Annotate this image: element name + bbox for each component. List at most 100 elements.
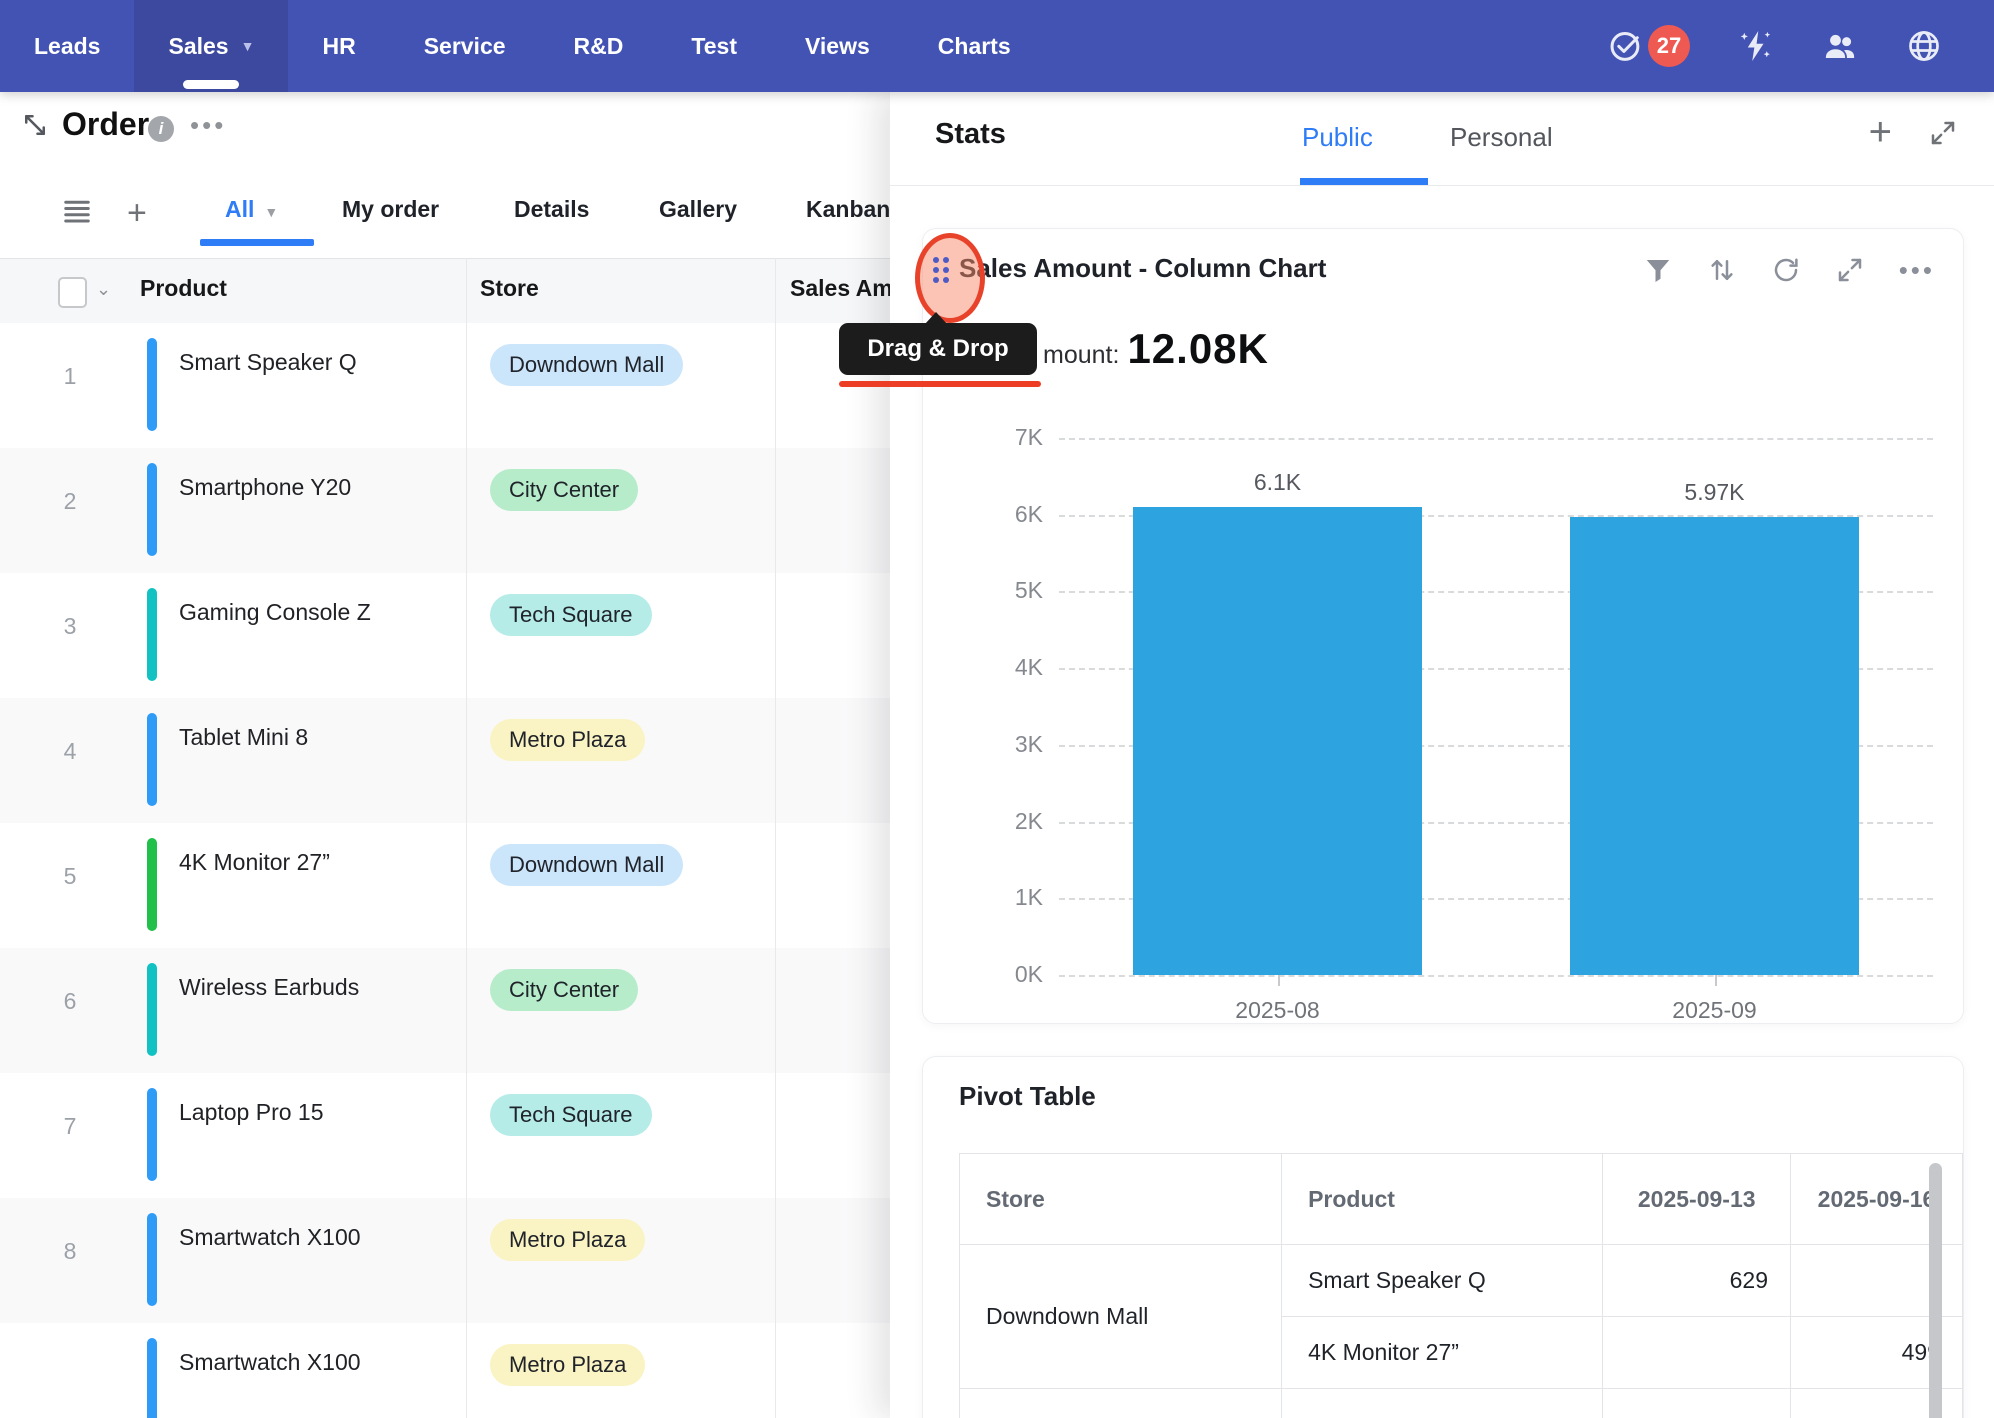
more-icon[interactable]: ••• <box>190 110 227 140</box>
product-cell[interactable]: 4K Monitor 27” <box>179 849 330 875</box>
pivot-header-store[interactable]: Store <box>958 1153 1283 1245</box>
refresh-icon[interactable] <box>1771 255 1801 285</box>
tab-public[interactable]: Public <box>1302 122 1373 153</box>
store-tag[interactable]: Tech Square <box>490 1094 652 1136</box>
top-nav: Leads Sales ▼ HR Service R&D Test Views … <box>0 0 1994 92</box>
column-header-store[interactable]: Store <box>480 275 539 301</box>
product-cell[interactable]: Laptop Pro 15 <box>179 1099 324 1125</box>
nav-tab-rd[interactable]: R&D <box>540 0 658 92</box>
row-number: 5 <box>63 863 77 889</box>
expand-icon[interactable] <box>1835 255 1865 285</box>
record-color-bar <box>147 963 157 1056</box>
pivot-header-product[interactable]: Product <box>1281 1153 1604 1245</box>
y-axis-tick: 6K <box>1014 500 1043 527</box>
tab-kanban[interactable]: Kanban <box>806 196 890 223</box>
nav-tab-service[interactable]: Service <box>390 0 540 92</box>
nav-tab-label: Charts <box>937 32 1011 59</box>
sort-icon[interactable] <box>1707 255 1737 285</box>
view-toolbar: + All ▼ My order Details Gallery Kanban <box>0 180 1994 258</box>
y-axis-tick: 5K <box>1014 577 1043 604</box>
store-tag[interactable]: Downdown Mall <box>490 344 684 386</box>
store-tag[interactable]: Metro Plaza <box>490 1344 646 1386</box>
store-tag[interactable]: Metro Plaza <box>490 1219 646 1261</box>
store-tag[interactable]: City Center <box>490 969 639 1011</box>
pivot-cell-store[interactable]: Downdown Mall <box>958 1244 1283 1389</box>
chart-card: Sales Amount - Column Chart ••• Drag <box>839 228 1964 1024</box>
nav-tab-hr[interactable]: HR <box>288 0 389 92</box>
gridline <box>1059 438 1933 440</box>
tab-gallery[interactable]: Gallery <box>659 196 737 223</box>
column-header-product[interactable]: Product <box>140 275 227 301</box>
tab-label: Public <box>1302 122 1373 152</box>
resize-diagonal-icon[interactable] <box>20 110 50 140</box>
nav-tab-label: Sales <box>168 32 229 59</box>
product-cell[interactable]: Smartwatch X100 <box>179 1349 361 1375</box>
product-cell[interactable]: Smartwatch X100 <box>179 1224 361 1250</box>
vertical-scrollbar[interactable] <box>1929 1163 1942 1418</box>
view-list-icon[interactable] <box>62 196 92 226</box>
chart-card-toolbar: ••• <box>1643 255 1935 285</box>
task-check-icon <box>1610 32 1640 61</box>
total-value: 12.08K <box>1127 325 1269 372</box>
nav-tab-views[interactable]: Views <box>771 0 904 92</box>
pivot-header-date1[interactable]: 2025-09-13 <box>1602 1153 1791 1245</box>
store-tag[interactable]: Downdown Mall <box>490 844 684 886</box>
pivot-cell-value[interactable]: 629 <box>1602 1244 1791 1317</box>
tab-label: Gallery <box>659 196 737 222</box>
drag-handle-icon[interactable] <box>933 257 955 289</box>
y-axis-tick: 4K <box>1014 654 1043 681</box>
record-color-bar <box>147 338 157 431</box>
column-divider <box>466 258 467 1418</box>
gridline <box>1059 591 1933 594</box>
tab-my-order[interactable]: My order <box>342 196 439 223</box>
chevron-down-icon[interactable]: ⌄ <box>96 279 112 299</box>
page-title: Order <box>62 106 150 142</box>
pivot-cell-value[interactable] <box>1602 1316 1791 1389</box>
nav-tab-label: Test <box>691 32 737 59</box>
info-icon[interactable]: i <box>148 116 174 142</box>
record-color-bar <box>147 588 157 681</box>
pivot-title: Pivot Table <box>959 1081 1096 1111</box>
more-icon[interactable]: ••• <box>1898 255 1935 285</box>
active-tab-indicator <box>183 80 240 89</box>
tooltip-text: Drag & Drop <box>867 335 1009 362</box>
store-tag[interactable]: Tech Square <box>490 594 652 636</box>
tab-details[interactable]: Details <box>514 196 589 223</box>
chart-bar[interactable]: 6.1K <box>1133 469 1422 975</box>
filter-icon[interactable] <box>1643 255 1673 285</box>
nav-tab-sales[interactable]: Sales ▼ <box>134 0 289 92</box>
magic-bolt-icon[interactable] <box>1738 28 1774 64</box>
pivot-cell-product[interactable]: Smart Speaker Q <box>1281 1244 1604 1317</box>
nav-tab-charts[interactable]: Charts <box>904 0 1045 92</box>
select-all-checkbox[interactable] <box>58 277 87 308</box>
row-number: 6 <box>63 988 77 1014</box>
expand-icon[interactable] <box>1928 118 1958 148</box>
divider <box>890 185 1994 186</box>
column-divider <box>775 258 776 1418</box>
chart-bar[interactable]: 5.97K <box>1570 479 1859 975</box>
add-dashboard-button[interactable]: + <box>1868 110 1892 154</box>
row-number: 1 <box>63 363 77 389</box>
row-number: 3 <box>63 613 77 639</box>
store-tag[interactable]: Metro Plaza <box>490 719 646 761</box>
product-cell[interactable]: Smart Speaker Q <box>179 349 357 375</box>
tab-all[interactable]: All ▼ <box>225 196 278 223</box>
product-cell[interactable]: Gaming Console Z <box>179 599 371 625</box>
product-cell[interactable]: Wireless Earbuds <box>179 974 360 1000</box>
tab-personal[interactable]: Personal <box>1450 122 1553 153</box>
row-number: 8 <box>63 1238 77 1264</box>
nav-tab-label: HR <box>322 32 356 59</box>
record-color-bar <box>147 713 157 806</box>
product-cell[interactable]: Tablet Mini 8 <box>179 724 309 750</box>
members-icon[interactable] <box>1822 28 1858 64</box>
bar-value-label: 6.1K <box>1253 469 1302 496</box>
globe-icon[interactable] <box>1906 28 1942 64</box>
store-tag[interactable]: City Center <box>490 469 639 511</box>
product-cell[interactable]: Smartphone Y20 <box>179 474 352 500</box>
pivot-cell-product[interactable]: 4K Monitor 27” <box>1281 1316 1604 1389</box>
tasks-button[interactable]: 27 <box>1608 25 1690 67</box>
add-view-button[interactable]: + <box>127 194 147 232</box>
nav-tab-leads[interactable]: Leads <box>0 0 134 92</box>
nav-tab-test[interactable]: Test <box>657 0 771 92</box>
